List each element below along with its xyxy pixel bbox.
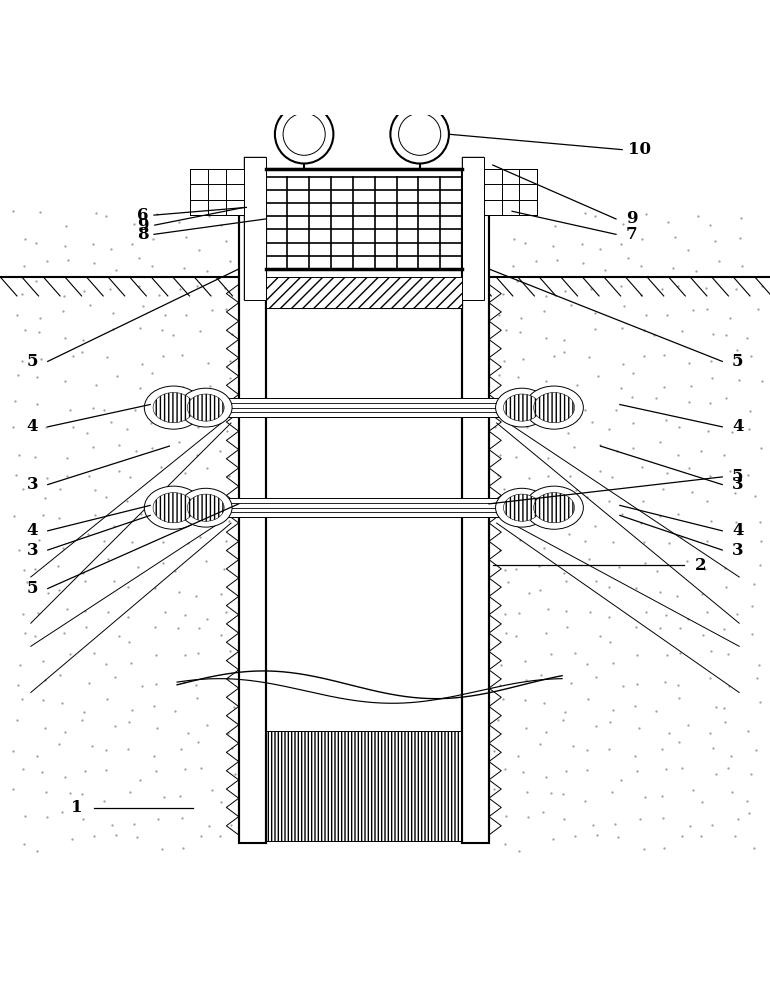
- Text: 3: 3: [732, 476, 744, 493]
- Text: 5: 5: [27, 353, 38, 370]
- Text: 9: 9: [626, 210, 637, 227]
- Bar: [150, 398, 578, 417]
- Text: 3: 3: [26, 476, 38, 493]
- Ellipse shape: [187, 494, 224, 521]
- Text: 1: 1: [72, 800, 82, 816]
- Text: 4: 4: [732, 522, 743, 539]
- Text: 3: 3: [732, 542, 744, 559]
- Bar: [266, 169, 462, 308]
- Text: 4: 4: [732, 418, 743, 435]
- Ellipse shape: [504, 494, 541, 521]
- Ellipse shape: [179, 388, 232, 427]
- Bar: [462, 157, 484, 300]
- Ellipse shape: [187, 394, 224, 421]
- Text: 6: 6: [137, 207, 148, 224]
- Bar: [462, 215, 489, 843]
- Text: 9: 9: [137, 217, 148, 234]
- Text: 5: 5: [27, 580, 38, 597]
- Bar: [462, 157, 484, 300]
- Bar: [484, 169, 537, 215]
- Ellipse shape: [534, 493, 574, 523]
- Ellipse shape: [534, 393, 574, 423]
- Text: 5: 5: [732, 353, 743, 370]
- Text: 5: 5: [732, 468, 743, 485]
- Bar: [150, 498, 578, 517]
- Ellipse shape: [525, 386, 584, 429]
- Text: 4: 4: [27, 522, 38, 539]
- Text: 4: 4: [27, 418, 38, 435]
- Bar: [266, 169, 462, 308]
- Ellipse shape: [153, 493, 194, 523]
- Bar: [239, 215, 266, 843]
- Text: 2: 2: [695, 557, 707, 574]
- Circle shape: [390, 105, 449, 164]
- Ellipse shape: [179, 488, 232, 527]
- Ellipse shape: [525, 486, 584, 529]
- Ellipse shape: [496, 488, 548, 527]
- Bar: [190, 169, 244, 215]
- Circle shape: [399, 113, 440, 155]
- Bar: [244, 157, 266, 300]
- Bar: [266, 215, 462, 843]
- Ellipse shape: [496, 388, 548, 427]
- Circle shape: [275, 105, 333, 164]
- Ellipse shape: [144, 486, 203, 529]
- Bar: [266, 277, 462, 308]
- Text: 8: 8: [136, 226, 149, 243]
- Ellipse shape: [504, 394, 541, 421]
- Bar: [244, 157, 266, 300]
- Bar: [266, 731, 462, 841]
- Ellipse shape: [144, 386, 203, 429]
- Text: 7: 7: [625, 226, 638, 243]
- Text: 3: 3: [26, 542, 38, 559]
- Ellipse shape: [153, 393, 194, 423]
- Text: 10: 10: [628, 141, 651, 158]
- Circle shape: [283, 113, 325, 155]
